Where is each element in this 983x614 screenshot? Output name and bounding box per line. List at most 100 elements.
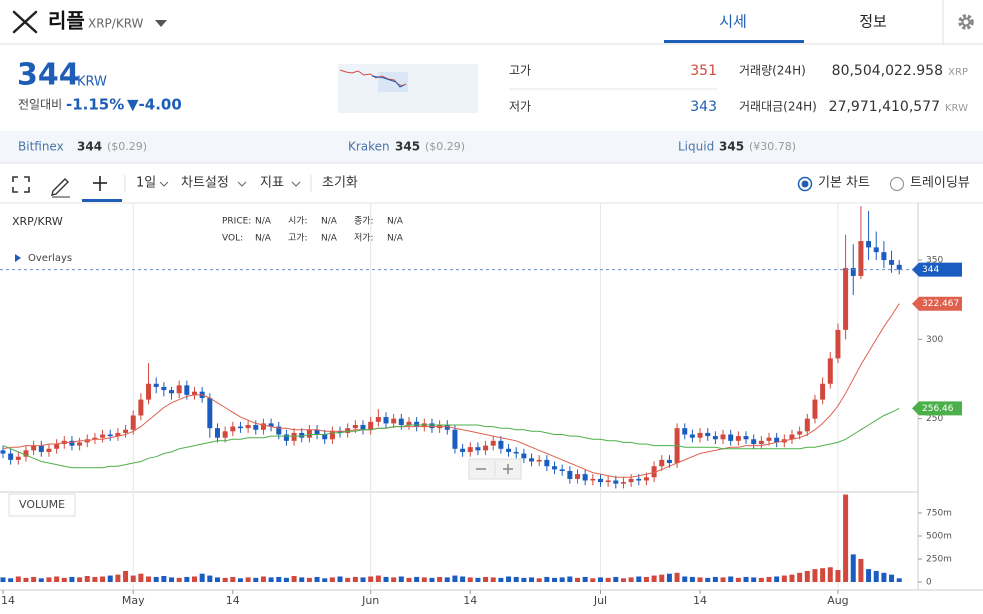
fullscreen-icon[interactable]	[12, 176, 30, 193]
x-tick-label: 14	[463, 594, 477, 607]
moving-average	[2, 303, 900, 478]
volume-bar	[682, 576, 688, 582]
volume-bar	[368, 576, 374, 582]
volume-bar	[153, 576, 159, 582]
toolbar-item[interactable]: 지표	[260, 176, 284, 191]
draw-icon[interactable]	[51, 178, 69, 196]
volume-bar	[643, 576, 649, 582]
interval[interactable]: 1일	[136, 176, 156, 191]
volume-bar	[414, 576, 420, 582]
candle-body	[467, 447, 473, 452]
volume-bar	[552, 577, 558, 582]
info-label: PRICE:	[222, 217, 251, 227]
candle-body	[107, 434, 113, 437]
caret	[291, 181, 301, 187]
exchange-name: Liquid	[678, 140, 714, 154]
candle-body	[758, 440, 764, 445]
dropdown-arrow[interactable]	[155, 20, 167, 27]
candle-body	[115, 432, 121, 437]
toolbar-item[interactable]: 초기화	[322, 176, 358, 191]
overlays-toggle[interactable]	[15, 254, 21, 262]
candle-body	[306, 429, 312, 438]
volume-bar	[613, 576, 619, 582]
change-abs: ▼-4.00	[127, 96, 182, 114]
candle-body	[192, 391, 197, 395]
sparkline	[371, 75, 405, 88]
tab[interactable]: 시세	[719, 13, 747, 31]
x-tick-label: Jul	[593, 594, 607, 607]
candle-body	[15, 456, 21, 460]
radio-label[interactable]: 기본 차트	[818, 176, 870, 191]
volume-bar	[475, 577, 481, 582]
info-label: 고가:	[288, 233, 308, 244]
candle-body	[873, 247, 879, 253]
volume-bar	[689, 576, 695, 582]
candle-body	[850, 268, 856, 276]
info-label: 저가:	[354, 233, 374, 244]
volume-bar	[498, 577, 504, 582]
volume-bar	[513, 576, 519, 582]
candle-body	[498, 440, 504, 449]
candle-body	[237, 426, 243, 429]
candle-body	[483, 445, 489, 451]
volume-bar	[222, 577, 228, 582]
candle-body	[31, 445, 37, 451]
exchange-note: ($0.29)	[107, 140, 147, 153]
chart-title: XRP/KRW	[12, 215, 63, 228]
candle-body	[728, 434, 734, 441]
candle-body	[582, 474, 588, 481]
tab[interactable]: 정보	[859, 13, 887, 31]
volume-bar	[521, 577, 527, 582]
candle-body	[337, 431, 343, 433]
volume-bar	[345, 577, 351, 582]
stat-unit: XRP	[948, 67, 968, 78]
volume-bar	[437, 576, 443, 582]
candle-body	[827, 358, 833, 384]
current-price: 344	[17, 58, 80, 93]
volume-bar	[444, 577, 450, 582]
volume-bar	[743, 576, 749, 582]
candle-body	[689, 434, 695, 438]
candle-body	[8, 453, 14, 460]
candle-body	[843, 268, 849, 330]
settings-icon[interactable]	[958, 14, 974, 30]
candle-body	[352, 424, 358, 429]
volume-bar	[100, 576, 106, 582]
zoom-control[interactable]	[468, 458, 522, 480]
price-tag	[912, 296, 962, 311]
volume-bar	[536, 578, 542, 582]
volume-tick-label: 750m	[926, 508, 952, 518]
candle-body	[360, 424, 366, 430]
candle-body	[368, 421, 374, 430]
candle-body	[54, 444, 60, 449]
volume-bar	[781, 575, 787, 582]
volume-bar	[559, 577, 565, 582]
candle-body	[804, 418, 810, 432]
candle-body	[697, 432, 703, 438]
candle-body	[896, 264, 902, 270]
volume-bar	[245, 577, 251, 582]
volume-bar	[260, 576, 266, 582]
x-tick-label: 14	[226, 594, 240, 607]
volume-bar	[429, 577, 435, 582]
stat-value: 343	[690, 99, 717, 115]
candle-body	[521, 453, 527, 459]
radio[interactable]	[889, 176, 905, 192]
volume-bar	[283, 577, 289, 582]
volume-bar	[92, 576, 98, 582]
change-label: 전일대비	[18, 98, 62, 112]
info-value: N/A	[255, 234, 272, 244]
volume-bar	[421, 577, 427, 582]
candle-body	[881, 252, 887, 261]
coin-name: 리플	[48, 9, 85, 33]
sparkline-highlight	[378, 72, 408, 92]
volume-bar	[268, 577, 274, 582]
volume-bar	[115, 574, 121, 582]
volume-bar	[728, 576, 734, 582]
candle-body	[789, 434, 795, 440]
price-tag-label: 344	[922, 265, 939, 275]
toolbar-item[interactable]: 차트설정	[181, 176, 229, 191]
exchange-name: Bitfinex	[18, 140, 64, 154]
overlays-label[interactable]: Overlays	[28, 253, 72, 264]
radio-label[interactable]: 트레이딩뷰	[910, 176, 970, 191]
